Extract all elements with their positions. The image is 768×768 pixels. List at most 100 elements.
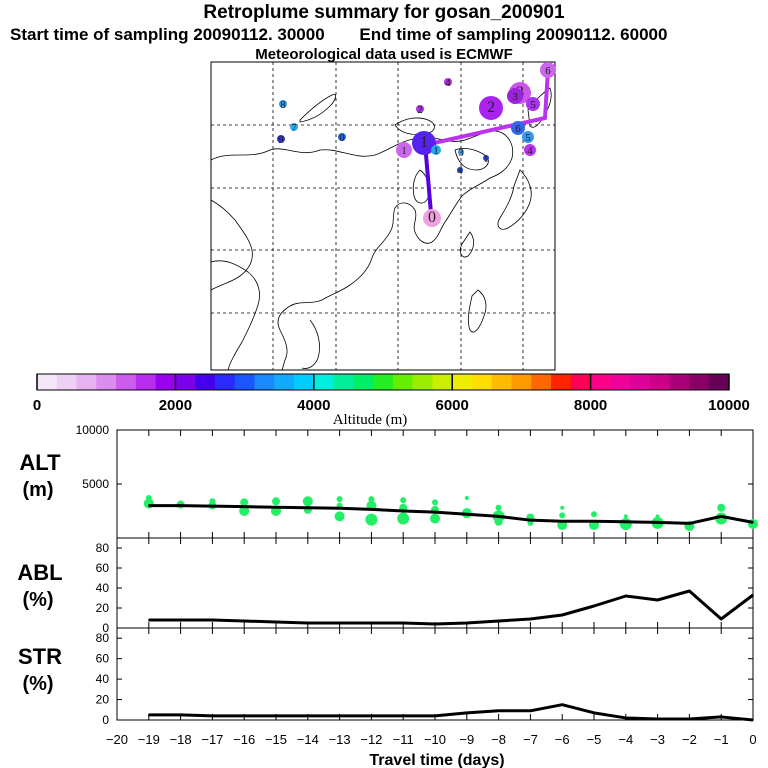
series-point [211, 505, 214, 507]
series-point [243, 620, 245, 622]
ytick-label: 60 [96, 561, 110, 575]
ytick-label: 40 [96, 672, 110, 686]
colorbar-cells [37, 374, 730, 390]
xtick-label: −15 [265, 732, 287, 747]
altitude-point [240, 498, 249, 507]
map-cluster-label: 5 [530, 99, 536, 111]
map-cluster: 6 [511, 121, 525, 135]
series-point [434, 623, 436, 625]
map-frame [210, 61, 556, 371]
colorbar-cell [531, 374, 552, 390]
map-cluster-label: 7 [291, 122, 297, 134]
series-point [434, 715, 436, 717]
altitude-point [145, 495, 152, 502]
series-point [148, 619, 150, 621]
series-point [179, 504, 182, 507]
map-cluster: 6 [540, 62, 556, 78]
start-time-label: Start time of sampling 20090112. 30000 [10, 25, 325, 44]
coastline [301, 319, 320, 369]
colorbar-cell [649, 374, 671, 390]
abl-panel: ABL (%) 0 20 40 60 80 [17, 537, 754, 635]
map-cluster: 1 [412, 131, 436, 155]
map-cluster-marker [526, 97, 540, 111]
ytick-label: 20 [96, 601, 110, 615]
series-point [338, 622, 341, 624]
series-point [752, 594, 754, 596]
island-outline [527, 87, 552, 128]
map-cluster: 7 [290, 122, 298, 134]
colorbar-cell [570, 374, 592, 390]
ytick-label: 60 [96, 652, 110, 666]
altitude-point [334, 511, 345, 522]
map-cluster-marker [511, 121, 525, 135]
map-cluster-label: 1 [483, 153, 489, 165]
colorbar-tick-label: 0 [33, 397, 41, 414]
series-point [338, 507, 341, 510]
xtick-label: −8 [491, 732, 506, 747]
series-point [338, 715, 341, 717]
map-cluster: 4 [524, 144, 536, 157]
altitude-point [209, 498, 216, 505]
series-point [211, 619, 214, 621]
map-cluster: 0 [423, 209, 441, 227]
panel-frame [116, 627, 754, 721]
coastline [210, 199, 253, 291]
xtick-label: −12 [360, 732, 382, 747]
colorbar-cell [56, 374, 78, 390]
colorbar-cell [313, 374, 335, 390]
series-point [243, 715, 245, 717]
panel-frame [116, 537, 754, 629]
series-point [561, 614, 563, 616]
map-cluster-marker [457, 167, 463, 173]
altitude-point [495, 504, 502, 511]
map-cluster-label: 9 [278, 134, 284, 146]
altitude-point [302, 496, 313, 507]
series-point [370, 622, 373, 624]
coastline [210, 130, 514, 371]
map-cluster: 3 [458, 147, 464, 159]
colorbar-cell [274, 374, 295, 390]
ytick-label: 20 [96, 693, 110, 707]
series-point [720, 618, 722, 620]
colorbar-cell [254, 374, 275, 390]
series-point [688, 590, 691, 592]
series-point [625, 717, 627, 719]
series-point [593, 520, 595, 523]
colorbar-cell [689, 374, 710, 390]
ytick-label: 40 [96, 581, 110, 595]
colorbar-cell [709, 374, 730, 390]
map-cluster-label: 0 [339, 132, 345, 144]
met-data-label: Meteorological data used is ECMWF [255, 46, 513, 63]
xtick-label: −19 [138, 732, 160, 747]
series-point [466, 622, 468, 624]
map-cluster-label: 2 [487, 99, 495, 116]
coastlines [210, 87, 552, 371]
series-point [179, 619, 182, 621]
series-line [148, 703, 754, 722]
map-cluster-label: 1 [433, 145, 439, 157]
colorbar-cell [373, 374, 394, 390]
altitude-point [560, 505, 565, 510]
colorbar-cell [155, 374, 176, 390]
map-cluster-marker [479, 96, 503, 120]
xtick-label: −6 [555, 732, 570, 747]
colorbar-cell [234, 374, 255, 390]
map-cluster-label: 3 [458, 147, 464, 159]
island-outline [460, 231, 474, 258]
map-cluster-label: 8 [280, 99, 286, 111]
coastline [210, 260, 260, 371]
map-cluster-label: 4 [457, 165, 463, 177]
ytick-label: 10000 [76, 423, 110, 437]
ytick-label: 0 [102, 713, 109, 727]
series-line [148, 589, 754, 626]
map-cluster-label: 4 [527, 145, 533, 157]
colorbar-cell [214, 374, 236, 390]
xtick-label: −17 [201, 732, 223, 747]
series-point [434, 511, 436, 513]
altitude-point [559, 512, 566, 519]
colorbar-cell [491, 374, 513, 390]
altitude-point [432, 499, 438, 506]
colorbar-cell [551, 374, 572, 390]
map-cluster-label: 1 [420, 134, 428, 151]
